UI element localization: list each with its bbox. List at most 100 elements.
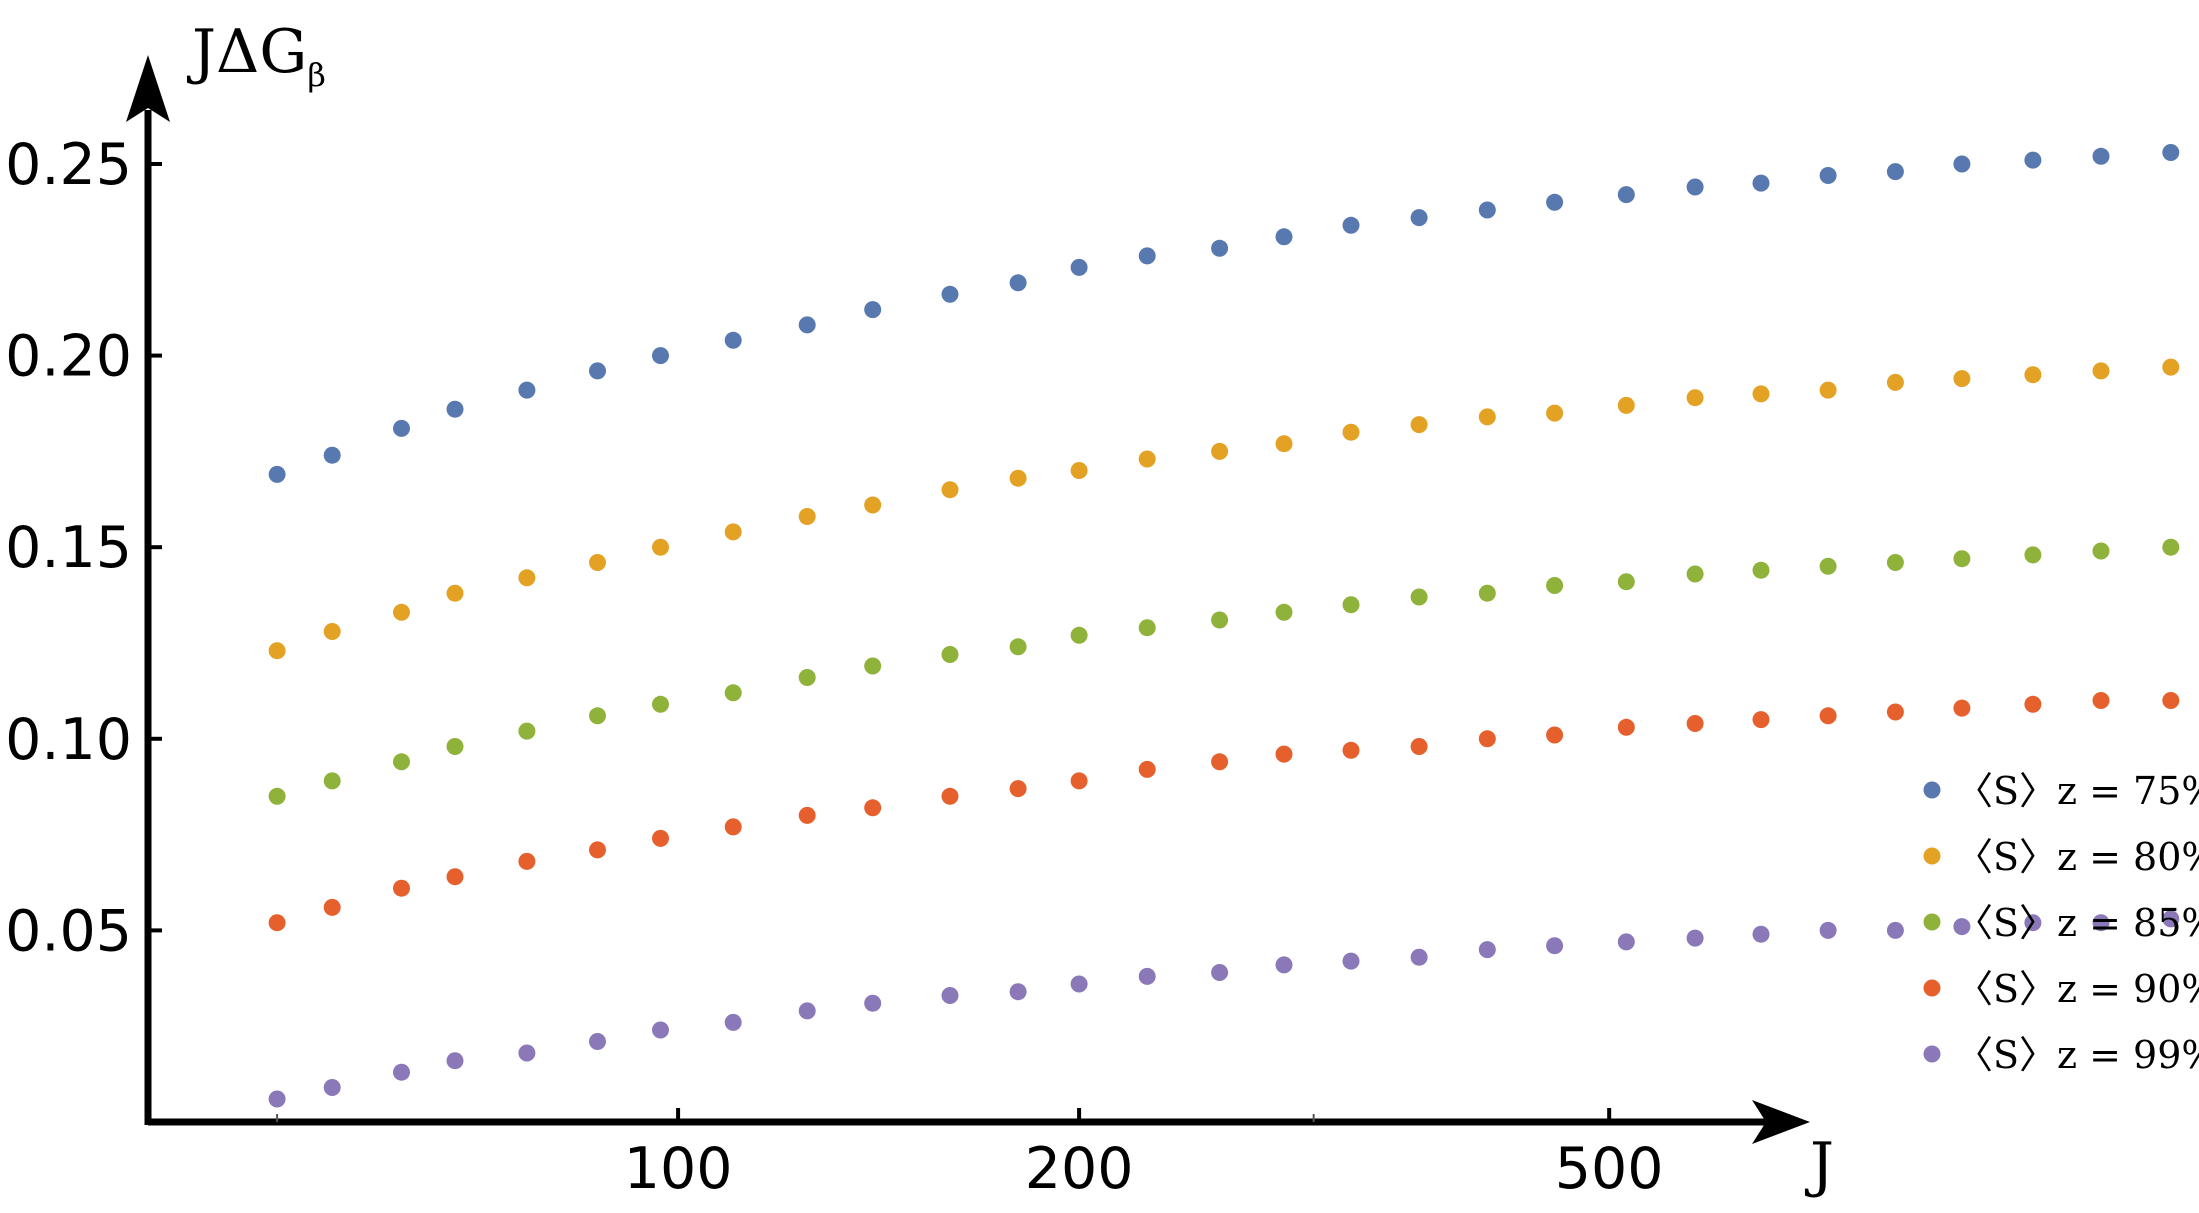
data-point <box>652 538 669 556</box>
data-point <box>446 738 464 755</box>
series-1 <box>268 144 2180 483</box>
series-4 <box>268 692 2180 932</box>
data-point <box>652 695 669 713</box>
legend-marker <box>1923 1045 1941 1063</box>
data-point <box>268 465 286 483</box>
data-point <box>798 669 816 686</box>
data-point <box>1752 925 1770 943</box>
data-point <box>2162 692 2180 709</box>
data-point <box>1211 964 1229 981</box>
data-point <box>1211 611 1229 629</box>
legend-marker <box>1923 781 1941 799</box>
tick-marks: 0.05 0.10 0.15 0.20 0.25 100 200 500 <box>5 132 1664 1202</box>
legend-label: 〈S〉z = 99% <box>1955 1033 2199 1077</box>
data-point <box>2024 151 2042 169</box>
data-point <box>1752 711 1770 729</box>
data-point <box>1546 937 1564 955</box>
series-5 <box>268 910 2180 1108</box>
data-point <box>1009 638 1027 656</box>
data-points <box>268 144 2180 1108</box>
data-point <box>1342 741 1360 759</box>
data-point <box>652 1021 669 1039</box>
data-point <box>724 818 742 836</box>
data-point <box>1342 216 1360 234</box>
data-point <box>1070 975 1088 993</box>
data-point <box>589 1033 606 1050</box>
data-point <box>941 787 959 805</box>
data-point <box>1752 385 1770 403</box>
data-point <box>518 852 536 870</box>
data-point <box>1546 193 1564 211</box>
data-point <box>323 1079 341 1096</box>
data-point <box>798 508 816 525</box>
data-point <box>1617 933 1635 951</box>
data-point <box>1953 370 1971 388</box>
y-tick-label: 0.05 <box>5 898 132 964</box>
data-point <box>1752 561 1770 579</box>
data-point <box>1009 983 1027 1001</box>
data-point <box>446 1052 464 1070</box>
data-point <box>323 446 341 464</box>
data-point <box>724 523 742 541</box>
data-point <box>1546 577 1564 594</box>
data-point <box>1686 565 1704 583</box>
data-point <box>1138 967 1156 985</box>
data-point <box>1478 730 1496 748</box>
y-axis-title: JΔGβ <box>186 17 326 94</box>
data-point <box>1410 948 1428 966</box>
data-point <box>1070 462 1088 479</box>
data-point <box>1070 626 1088 644</box>
data-point <box>268 787 286 805</box>
data-point <box>2092 914 2110 932</box>
data-point <box>864 301 882 319</box>
data-point <box>518 381 536 399</box>
data-point <box>1617 718 1635 736</box>
legend-label: 〈S〉z = 90% <box>1955 967 2199 1011</box>
data-point <box>941 987 959 1004</box>
x-tick-label: 500 <box>1555 1136 1664 1202</box>
data-point <box>1211 442 1229 460</box>
data-point <box>446 868 464 886</box>
data-point <box>1275 956 1293 974</box>
legend: 〈S〉z = 75% 〈S〉z = 80% 〈S〉z = 85% 〈S〉z = 90%… <box>1923 769 2199 1077</box>
data-point <box>393 419 410 437</box>
data-point <box>2162 910 2180 928</box>
x-tick-label: 200 <box>1025 1136 1134 1202</box>
data-point <box>323 898 341 916</box>
data-point <box>393 879 410 897</box>
data-point <box>518 569 536 587</box>
data-point <box>1478 584 1496 602</box>
data-point <box>268 1090 286 1108</box>
data-point <box>1819 167 1837 184</box>
data-point <box>2024 366 2042 384</box>
data-point <box>1009 274 1027 292</box>
data-point <box>518 722 536 740</box>
legend-marker <box>1923 847 1941 865</box>
data-point <box>1686 178 1704 196</box>
data-point <box>941 481 959 499</box>
x-tick-label: 100 <box>624 1136 733 1202</box>
data-point <box>1410 738 1428 755</box>
data-point <box>1410 416 1428 434</box>
legend-label: 〈S〉z = 75% <box>1955 769 2199 813</box>
data-point <box>1819 381 1837 399</box>
data-point <box>1819 707 1837 725</box>
data-point <box>864 496 882 514</box>
data-point <box>1686 929 1704 947</box>
data-point <box>2092 542 2110 560</box>
data-point <box>446 584 464 602</box>
y-axis-title-subscript: β <box>307 56 326 94</box>
data-point <box>1275 435 1293 453</box>
data-point <box>1819 557 1837 575</box>
data-point <box>652 829 669 847</box>
data-point <box>1211 239 1229 257</box>
data-point <box>1478 941 1496 959</box>
data-point <box>2162 358 2180 376</box>
series-2 <box>268 358 2180 660</box>
data-point <box>1009 469 1027 487</box>
data-point <box>1886 373 1904 391</box>
data-point <box>1617 573 1635 591</box>
data-point <box>2024 695 2042 713</box>
data-point <box>1410 588 1428 606</box>
data-point <box>798 806 816 824</box>
